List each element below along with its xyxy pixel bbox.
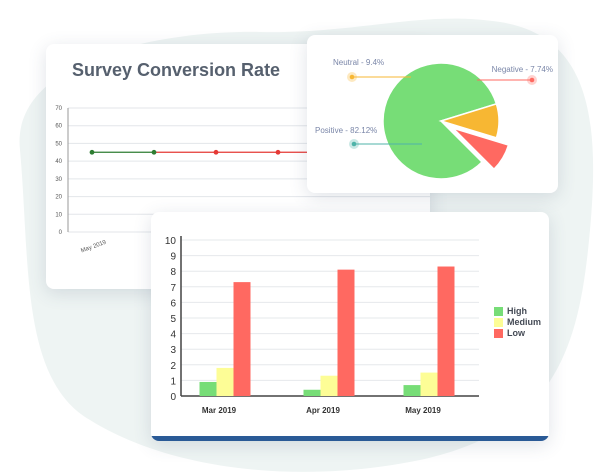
y-tick-label: 40 [55,159,62,165]
bar [216,367,234,396]
legend-swatch [494,328,503,338]
y-tick-label: 70 [55,106,62,112]
pie-slice [452,127,510,171]
bar [437,266,455,396]
y-tick-label: 30 [55,177,62,183]
y-tick-label: 20 [55,195,62,201]
y-tick-label: 1 [170,376,176,387]
legend-item: Low [494,328,525,338]
y-tick-label: 9 [170,252,176,263]
y-tick-label: 7 [170,283,176,294]
rating-bar-card: 0 1 2 3 4 5 6 7 8 9 10 Mar 2019 Apr 2019 May 2019 Hig… [151,212,549,441]
line-point [275,149,281,155]
pie-label-dot [351,141,357,147]
line-point [89,149,95,155]
x-tick-label: Mar 2019 [202,406,237,415]
sentiment-pie-card: Neutral - 9.4% Negative - 7.74% Positive -… [307,35,558,193]
pie-slice [438,102,500,139]
legend-item: High [494,306,527,316]
legend-item: Medium [494,317,541,327]
y-tick-label: 0 [170,392,176,403]
y-tick-label: 4 [170,330,176,341]
x-tick-label: May 2019 [80,240,107,255]
card-title: Survey Conversion Rate [72,60,281,80]
bar [303,389,321,396]
bar [337,269,355,396]
y-tick-label: 3 [170,345,176,356]
x-tick-label: Apr 2019 [306,406,340,415]
bar [320,375,338,396]
legend-swatch [494,306,503,316]
card-footer-accent [151,436,549,441]
y-tick-label: 8 [170,267,176,278]
legend-label: Low [507,328,525,338]
legend-label: High [507,306,527,316]
pie-label: Negative - 7.74% [492,65,553,74]
bar [199,381,217,396]
y-tick-label: 6 [170,298,176,309]
bar [233,282,251,396]
line-point [151,149,157,155]
bar-chart: 0 1 2 3 4 5 6 7 8 9 10 Mar 2019 Apr 2019 May 2019 [165,236,479,415]
y-tick-label: 0 [59,230,63,236]
y-tick-label: 2 [170,361,176,372]
pie-label-dot [349,74,355,80]
line-point [213,149,219,155]
legend-label: Medium [507,317,542,327]
pie-chart: Neutral - 9.4% Negative - 7.74% Positive -… [315,58,553,180]
legend-swatch [494,317,503,327]
y-tick-label: 5 [170,314,176,325]
y-tick-label: 10 [165,236,177,247]
x-tick-label: May 2019 [405,406,441,415]
pie-label-dot [529,77,535,83]
y-tick-label: 60 [55,124,62,130]
pie-label: Neutral - 9.4% [333,58,384,67]
y-tick-label: 50 [55,141,62,147]
pie-label: Positive - 82.12% [315,126,377,135]
bar [420,372,438,396]
bar [403,385,421,396]
y-tick-label: 10 [55,212,62,218]
